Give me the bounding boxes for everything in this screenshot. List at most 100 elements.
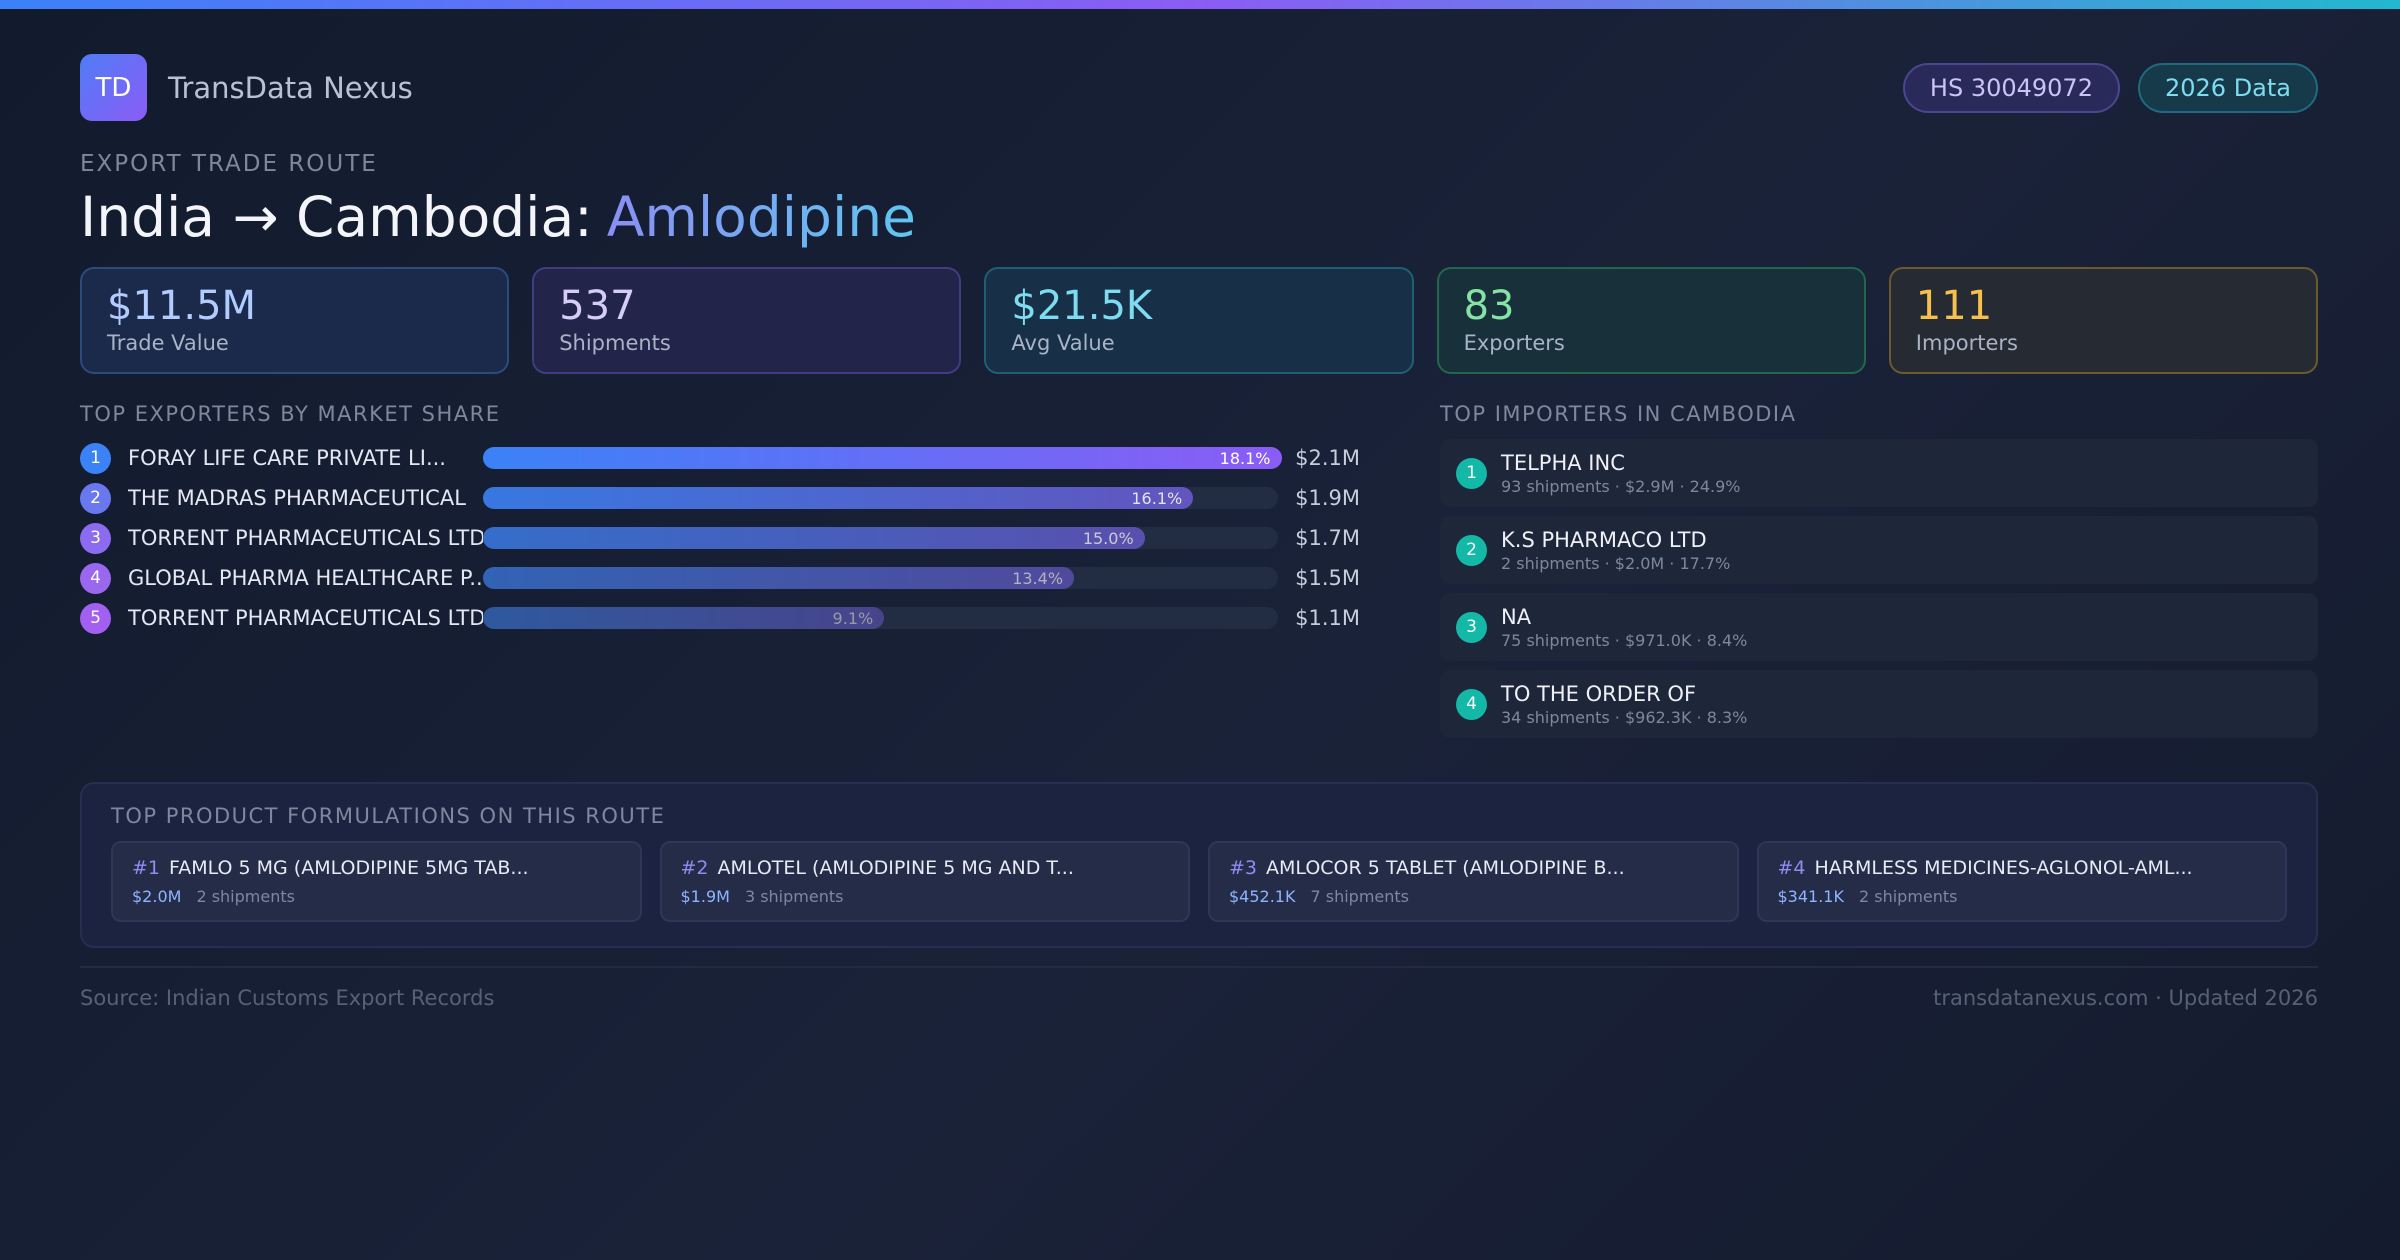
badges: HS 30049072 2026 Data xyxy=(1902,62,2318,113)
stat-value: $21.5K xyxy=(1011,283,1153,329)
formulation-sub: $452.1K 7 shipments xyxy=(1229,887,1718,906)
importers: TOP IMPORTERS IN CAMBODIA 1 TELPHA INC 93 … xyxy=(1440,402,2318,747)
formulation-value: $2.0M xyxy=(132,887,182,906)
exporter-name: FORAY LIFE CARE PRIVATE LI... xyxy=(128,446,446,470)
formulation-value: $341.1K xyxy=(1777,887,1844,906)
exporter-value: $1.9M xyxy=(1295,486,1360,510)
top-accent xyxy=(0,0,2400,9)
formulation-name: #3 AMLOCOR 5 TABLET (AMLODIPINE B... xyxy=(1229,857,1718,879)
bar: 13.4% xyxy=(482,567,1075,589)
stat-card: 537 Shipments xyxy=(532,267,962,374)
stat-value: 111 xyxy=(1915,283,1993,329)
importer-text: TELPHA INC 93 shipments · $2.9M · 24.9% xyxy=(1501,451,1740,496)
exporter-row: 5 TORRENT PHARMACEUTICALS LTD 9.1% $1.1M xyxy=(80,598,1360,638)
bar-track: 9.1% xyxy=(482,607,1279,629)
source: Source: Indian Customs Export Records xyxy=(80,986,495,1010)
columns: TOP EXPORTERS BY MARKET SHARE 1 FORAY LIF… xyxy=(80,402,2318,782)
exporters: TOP EXPORTERS BY MARKET SHARE 1 FORAY LIF… xyxy=(80,402,1360,638)
stat-label: Trade Value xyxy=(107,331,229,355)
rank-badge: 3 xyxy=(80,522,111,554)
title: India → Cambodia: Amlodipine xyxy=(80,185,2318,249)
brand: TransData Nexus xyxy=(168,70,413,105)
title-prefix: India → Cambodia: xyxy=(80,185,593,249)
rank-badge: 2 xyxy=(80,482,111,514)
content: TD TransData Nexus HS 30049072 2026 Data… xyxy=(80,54,2318,1010)
importer-detail: 2 shipments · $2.0M · 17.7% xyxy=(1501,553,1731,573)
importer-name: TELPHA INC xyxy=(1501,450,1625,475)
section-title: TOP PRODUCT FORMULATIONS ON THIS ROUTE xyxy=(111,804,666,828)
site: transdatanexus.com · Updated 2026 xyxy=(1933,986,2318,1010)
header: TD TransData Nexus HS 30049072 2026 Data xyxy=(80,54,2318,121)
bar: 9.1% xyxy=(482,607,885,629)
formulation-rank: #2 xyxy=(680,857,709,879)
importer-detail: 75 shipments · $971.0K · 8.4% xyxy=(1501,630,1748,650)
footer: Source: Indian Customs Export Records tr… xyxy=(80,966,2318,1010)
formulation-card: #3 AMLOCOR 5 TABLET (AMLODIPINE B... $452.… xyxy=(1208,841,1739,922)
stat-card: $11.5M Trade Value xyxy=(80,267,510,374)
formulation-title: AMLOCOR 5 TABLET (AMLODIPINE B... xyxy=(1266,857,1625,879)
formulation-sub: $2.0M 2 shipments xyxy=(132,887,621,906)
importer-card: 2 K.S PHARMACO LTD 2 shipments · $2.0M · 1… xyxy=(1440,516,2318,584)
exporter-value: $1.1M xyxy=(1295,606,1360,630)
formulation-name: #2 AMLOTEL (AMLODIPINE 5 MG AND T... xyxy=(681,857,1170,879)
exporter-value: $1.5M xyxy=(1295,566,1360,590)
formulation-rank: #1 xyxy=(132,857,161,879)
rank-badge: 1 xyxy=(80,442,111,474)
formulation-sub: $341.1K 2 shipments xyxy=(1778,887,2267,906)
bar: 18.1% xyxy=(482,447,1282,469)
stat-value: 83 xyxy=(1463,283,1515,329)
bar-track: 13.4% xyxy=(482,567,1279,589)
formulation-card: #2 AMLOTEL (AMLODIPINE 5 MG AND T... $1.9M… xyxy=(659,841,1190,922)
rank-badge: 2 xyxy=(1456,534,1487,566)
stat-value: 537 xyxy=(559,283,636,329)
bar: 15.0% xyxy=(482,527,1145,549)
stat-card: 111 Importers xyxy=(1888,267,2318,374)
exporter-name: GLOBAL PHARMA HEALTHCARE P... xyxy=(128,566,483,590)
badge: HS 30049072 xyxy=(1902,62,2120,113)
bar: 16.1% xyxy=(482,487,1194,509)
importer-name: K.S PHARMACO LTD xyxy=(1501,527,1707,552)
section-title: TOP IMPORTERS IN CAMBODIA xyxy=(1440,402,1797,426)
importer-text: TO THE ORDER OF 34 shipments · $962.3K · … xyxy=(1501,682,1747,727)
title-product: Amlodipine xyxy=(606,185,916,249)
formulation-list: #1 FAMLO 5 MG (AMLODIPINE 5MG TAB... $2.0M… xyxy=(111,841,2287,922)
stat-label: Exporters xyxy=(1463,331,1565,355)
formulation-shipments: 7 shipments xyxy=(1310,887,1410,906)
formulation-rank: #4 xyxy=(1777,857,1806,879)
stat-value: $11.5M xyxy=(107,283,257,329)
formulations: TOP PRODUCT FORMULATIONS ON THIS ROUTE #… xyxy=(80,782,2318,948)
rank-badge: 5 xyxy=(80,602,111,634)
eyebrow: EXPORT TRADE ROUTE xyxy=(80,151,378,177)
stat-label: Avg Value xyxy=(1011,331,1115,355)
formulation-title: HARMLESS MEDICINES-AGLONOL-AML... xyxy=(1814,857,2193,879)
rank-badge: 4 xyxy=(80,562,111,594)
rank-badge: 4 xyxy=(1456,688,1487,720)
formulation-sub: $1.9M 3 shipments xyxy=(681,887,1170,906)
exporter-row: 3 TORRENT PHARMACEUTICALS LTD 15.0% $1.7M xyxy=(80,518,1360,558)
formulation-title: AMLOTEL (AMLODIPINE 5 MG AND T... xyxy=(717,857,1074,879)
formulation-name: #1 FAMLO 5 MG (AMLODIPINE 5MG TAB... xyxy=(132,857,621,879)
importer-detail: 93 shipments · $2.9M · 24.9% xyxy=(1501,476,1741,496)
stat-label: Shipments xyxy=(559,331,671,355)
importer-name: TO THE ORDER OF xyxy=(1501,681,1697,706)
rank-badge: 3 xyxy=(1456,611,1487,643)
section-title: TOP EXPORTERS BY MARKET SHARE xyxy=(80,402,501,426)
formulation-shipments: 2 shipments xyxy=(1858,887,1958,906)
importer-card: 4 TO THE ORDER OF 34 shipments · $962.3K ·… xyxy=(1440,670,2318,738)
importer-text: K.S PHARMACO LTD 2 shipments · $2.0M · 17… xyxy=(1501,528,1730,573)
exporter-list: 1 FORAY LIFE CARE PRIVATE LI... 18.1% $2.1M… xyxy=(80,438,1360,638)
exporter-row: 1 FORAY LIFE CARE PRIVATE LI... 18.1% $2.1M xyxy=(80,438,1360,478)
rank-badge: 1 xyxy=(1456,457,1487,489)
bar-track: 18.1% xyxy=(482,447,1282,469)
bar-track: 16.1% xyxy=(482,487,1279,509)
stat-card: $21.5K Avg Value xyxy=(984,267,1414,374)
bar-track: 15.0% xyxy=(482,527,1279,549)
formulation-title: FAMLO 5 MG (AMLODIPINE 5MG TAB... xyxy=(169,857,529,879)
formulation-value: $452.1K xyxy=(1229,887,1296,906)
badge: 2026 Data xyxy=(2137,62,2318,113)
exporter-row: 2 THE MADRAS PHARMACEUTICAL 16.1% $1.9M xyxy=(80,478,1360,518)
importer-card: 1 TELPHA INC 93 shipments · $2.9M · 24.9% xyxy=(1440,439,2318,507)
exporter-row: 4 GLOBAL PHARMA HEALTHCARE P... 13.4% $1.5M xyxy=(80,558,1360,598)
logo: TD xyxy=(80,54,147,121)
